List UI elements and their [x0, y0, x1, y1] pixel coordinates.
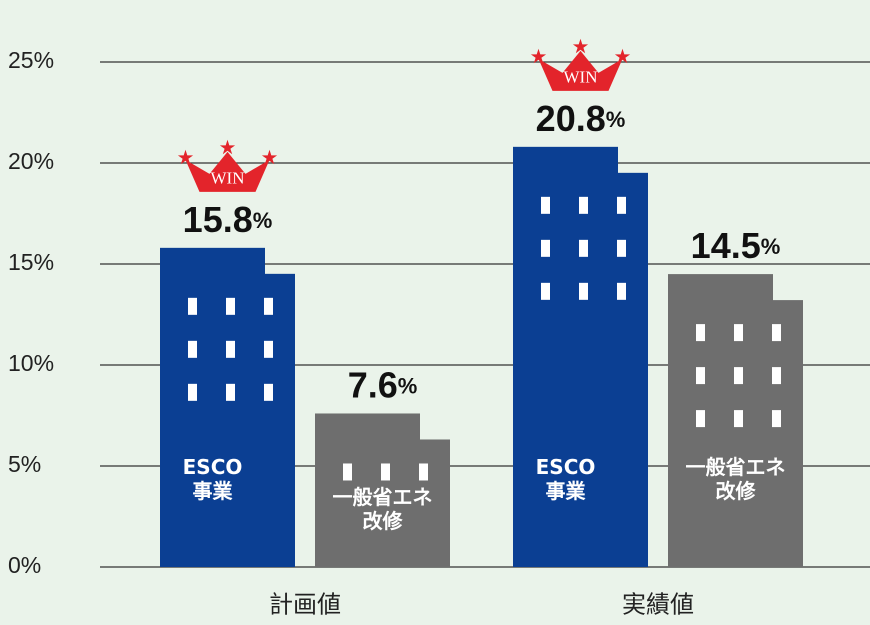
window: [419, 463, 428, 480]
bar: [160, 248, 265, 567]
window: [617, 197, 626, 214]
window: [579, 197, 588, 214]
win-crown: WIN: [178, 140, 277, 192]
bar-name: 一般省エネ改修: [331, 485, 435, 533]
window: [343, 463, 352, 480]
window: [579, 240, 588, 257]
window: [264, 298, 273, 315]
page: 0% 5% 10% 15% 20% 25% 15.8% 20.8% 7.6% 14.5% WIN WI…: [0, 0, 870, 625]
chart: 0% 5% 10% 15% 20% 25% 15.8% 20.8% 7.6% 14.5% WIN WI…: [0, 0, 870, 625]
window: [617, 240, 626, 257]
window: [226, 384, 235, 401]
crown-star: [178, 150, 193, 165]
window: [734, 367, 743, 384]
bar-annex: [265, 274, 295, 567]
window: [772, 410, 781, 427]
y-tick-label: 10%: [8, 350, 54, 376]
window: [696, 410, 705, 427]
window: [381, 463, 390, 480]
window: [264, 384, 273, 401]
window: [226, 298, 235, 315]
crown-star: [531, 49, 546, 64]
crown-star: [615, 49, 630, 64]
bar-name: ESCO事業: [530, 455, 602, 503]
win-label: WIN: [564, 68, 598, 87]
win-label: WIN: [211, 169, 245, 188]
window: [617, 283, 626, 300]
window: [188, 384, 197, 401]
window: [188, 298, 197, 315]
value-label: 20.8%: [536, 97, 626, 138]
x-tick-label: 計画値: [269, 591, 341, 618]
window: [696, 324, 705, 341]
bar-name: ESCO事業: [177, 455, 249, 503]
win-crown: WIN: [531, 39, 630, 91]
value-label: 14.5%: [691, 225, 781, 266]
bar: [513, 147, 618, 567]
window: [188, 341, 197, 358]
bar-name: 一般省エネ改修: [684, 455, 788, 503]
window: [772, 367, 781, 384]
window: [226, 341, 235, 358]
x-tick-label: 実績値: [622, 591, 694, 618]
window: [579, 283, 588, 300]
window: [541, 197, 550, 214]
window: [734, 410, 743, 427]
window: [541, 283, 550, 300]
y-tick-label: 0%: [8, 552, 41, 578]
value-label: 15.8%: [183, 198, 273, 239]
y-tick-label: 15%: [8, 249, 54, 275]
y-tick-label: 20%: [8, 148, 54, 174]
window: [264, 341, 273, 358]
window: [541, 240, 550, 257]
bar: [668, 274, 773, 567]
crown-star: [262, 150, 277, 165]
bar-annex: [618, 173, 648, 567]
y-tick-label: 5%: [8, 451, 41, 477]
y-tick-label: 25%: [8, 47, 54, 73]
window: [696, 367, 705, 384]
window: [772, 324, 781, 341]
value-label: 7.6%: [348, 364, 418, 405]
window: [734, 324, 743, 341]
